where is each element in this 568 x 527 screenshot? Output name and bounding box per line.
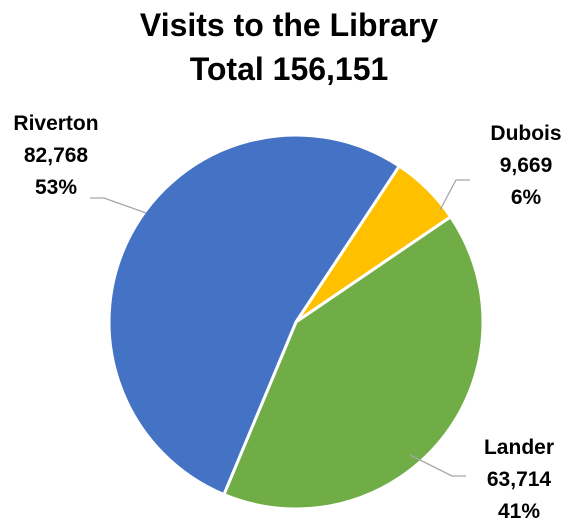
slice-value-label: 9,669 [500,154,553,177]
data-label-riverton: Riverton 82,768 53% [13,112,98,199]
chart-subtitle: Total 156,151 [190,51,389,87]
data-label-lander: Lander 63,714 41% [484,436,554,523]
slice-percent-label: 6% [511,186,542,209]
pie-slice-riverton [107,133,401,497]
slice-value-label: 82,768 [24,144,89,167]
slice-name-label: Lander [484,436,554,459]
slice-name-label: Riverton [13,112,98,135]
pie-slice-lander [222,215,485,511]
slice-percent-label: 41% [498,500,540,523]
data-label-dubois: Dubois 9,669 6% [490,122,561,209]
leader-line-riverton [90,197,147,214]
leader-line-lander [409,454,466,477]
slice-name-label: Dubois [490,122,561,145]
pie-slices [107,133,485,511]
leader-line-dubois [439,179,470,211]
slice-percent-label: 53% [35,176,77,199]
slice-value-label: 63,714 [487,468,552,491]
leader-lines [90,179,470,477]
chart-title: Visits to the Library [140,7,438,43]
